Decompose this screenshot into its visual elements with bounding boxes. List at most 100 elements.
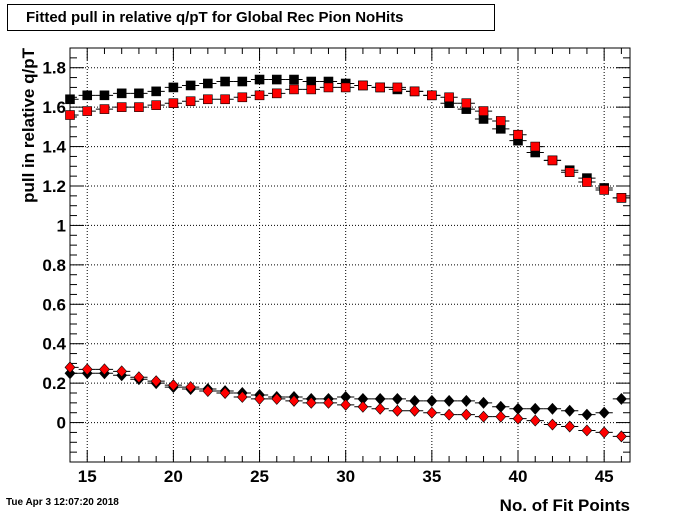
series-1 [65,80,630,203]
y-tick-label: 0 [57,414,66,433]
y-tick-label: 0.4 [42,335,66,354]
x-tick-label: 20 [164,467,183,486]
y-axis-label: pull in relative q/pT [19,47,38,203]
data-point [116,365,128,378]
data-point [615,392,627,405]
data-point [391,392,403,405]
data-point [409,404,421,417]
data-point [444,92,454,103]
data-point [116,102,127,112]
data-point [426,394,438,407]
data-series [64,74,630,443]
data-point [357,400,369,413]
data-point [220,76,230,87]
data-point [168,98,179,108]
data-point [391,404,403,417]
timestamp: Tue Apr 3 12:07:20 2018 [6,497,119,508]
data-point [530,141,541,152]
data-point [547,418,558,431]
data-point [615,430,627,443]
y-tick-label: 1.4 [42,138,66,157]
data-point [427,90,437,101]
data-point [220,94,230,105]
data-point [581,408,593,421]
data-point [495,116,506,126]
data-point [547,155,558,166]
data-point [443,394,455,407]
data-point [529,402,541,415]
data-point [254,90,265,101]
data-point [65,110,75,120]
data-point [237,92,248,103]
data-point [289,74,299,85]
data-point [237,76,248,87]
data-point [461,98,472,108]
data-point [288,394,300,407]
data-point [151,86,161,97]
data-point [581,424,593,437]
x-axis: 15 20 25 30 35 40 45 [69,48,622,486]
data-point [185,381,197,394]
data-point [99,104,110,114]
data-point [168,82,179,93]
x-tick-label: 15 [78,467,97,486]
data-point [460,394,472,407]
data-point [495,410,507,423]
series-3 [64,361,630,443]
data-point [236,390,248,403]
data-point [185,80,196,91]
data-point [305,396,317,409]
plot-frame [69,47,631,463]
y-tick-label: 1.6 [42,98,66,117]
data-point [271,88,282,99]
data-point [375,82,385,93]
data-point [151,100,161,110]
data-point [582,177,592,187]
data-point [478,396,489,409]
data-point [203,78,213,89]
data-point [478,410,489,423]
y-tick-label: 0.8 [42,256,66,275]
data-point [564,404,576,417]
data-point [254,74,265,85]
data-point [134,102,144,112]
data-point [202,385,214,397]
data-point [443,408,455,421]
data-point [392,82,403,93]
data-point [616,193,627,203]
y-tick-label: 0.6 [42,295,66,314]
data-point [478,106,489,116]
y-tick-label: 1 [57,216,66,235]
data-point [150,375,162,388]
x-tick-label: 35 [422,467,441,486]
data-point [340,398,352,411]
data-point [64,361,76,374]
data-point [564,167,575,177]
data-point [219,387,231,399]
data-point [271,392,283,405]
x-tick-label: 40 [509,467,528,486]
data-point [358,80,368,91]
x-axis-label: No. of Fit Points [500,496,630,514]
data-point [512,412,524,425]
data-point [547,402,558,415]
data-point [99,363,110,376]
x-tick-label: 25 [250,467,269,486]
data-point [513,129,523,140]
data-point [374,402,386,415]
data-point [116,88,127,99]
data-point [598,426,610,439]
data-point [81,363,93,376]
data-point [203,94,213,105]
x-tick-label: 30 [336,467,355,486]
data-point [598,406,610,419]
data-point [99,90,110,101]
data-point [134,88,144,99]
data-point [65,94,75,105]
data-point [323,396,334,409]
x-tick-label: 45 [595,467,614,486]
data-point [409,86,420,97]
data-point [460,408,472,421]
y-axis: 0 0.2 0.4 0.6 0.8 1 1.2 1.4 1.6 1.8 [42,47,630,463]
